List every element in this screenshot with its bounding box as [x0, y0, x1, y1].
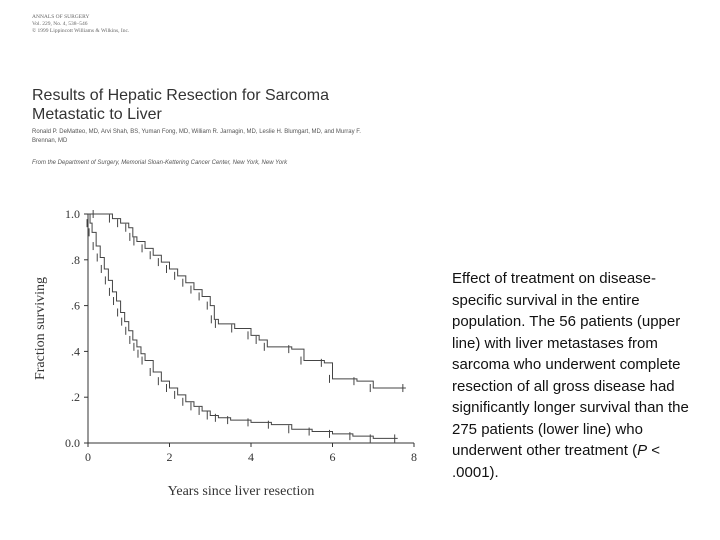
x-tick-label: 8	[411, 450, 417, 464]
paper-title: Results of Hepatic Resection for Sarcoma…	[32, 87, 330, 123]
paper-affiliation: From the Department of Surgery, Memorial…	[32, 160, 288, 166]
y-tick-label: .4	[71, 344, 80, 358]
caption-p-value: < .0001).	[452, 442, 661, 481]
y-tick-label: .2	[71, 390, 80, 404]
y-tick-label: 0.0	[65, 436, 80, 450]
figure-caption: Effect of treatment on disease-specific …	[452, 268, 702, 483]
y-tick-label: 1.0	[65, 207, 80, 221]
caption-text: Effect of treatment on disease-specific …	[452, 270, 689, 459]
y-tick-label: .6	[71, 299, 80, 313]
journal-volume: Vol. 229, No. 4, 538–546	[32, 21, 88, 27]
x-tick-label: 0	[85, 450, 91, 464]
survival-figure: 0.0 .2 .4 .6 .8 1.0 0 2 4 6 8 Years since liver res…	[30, 200, 430, 500]
y-axis-label: Fraction surviving	[33, 277, 48, 380]
paper-authors: Ronald P. DeMatteo, MD, Arvi Shah, BS, Y…	[32, 129, 361, 144]
journal-name: ANNALS OF SURGERY	[32, 14, 90, 20]
x-tick-label: 6	[330, 450, 336, 464]
y-tick-label: .8	[71, 253, 80, 267]
survival-chart: 0.0 .2 .4 .6 .8 1.0 0 2 4 6 8 Years since liver res…	[33, 207, 417, 499]
journal-header: ANNALS OF SURGERY Vol. 229, No. 4, 538–5…	[32, 14, 129, 35]
x-axis-label: Years since liver resection	[168, 484, 315, 499]
resection-survival-line	[88, 213, 406, 389]
x-tick-label: 2	[167, 450, 173, 464]
caption-p-symbol: P	[637, 442, 648, 459]
x-tick-label: 4	[248, 450, 254, 464]
journal-copyright: © 1999 Lippincott Williams & Wilkins, In…	[32, 28, 130, 34]
other-treatment-survival-line	[88, 213, 398, 439]
